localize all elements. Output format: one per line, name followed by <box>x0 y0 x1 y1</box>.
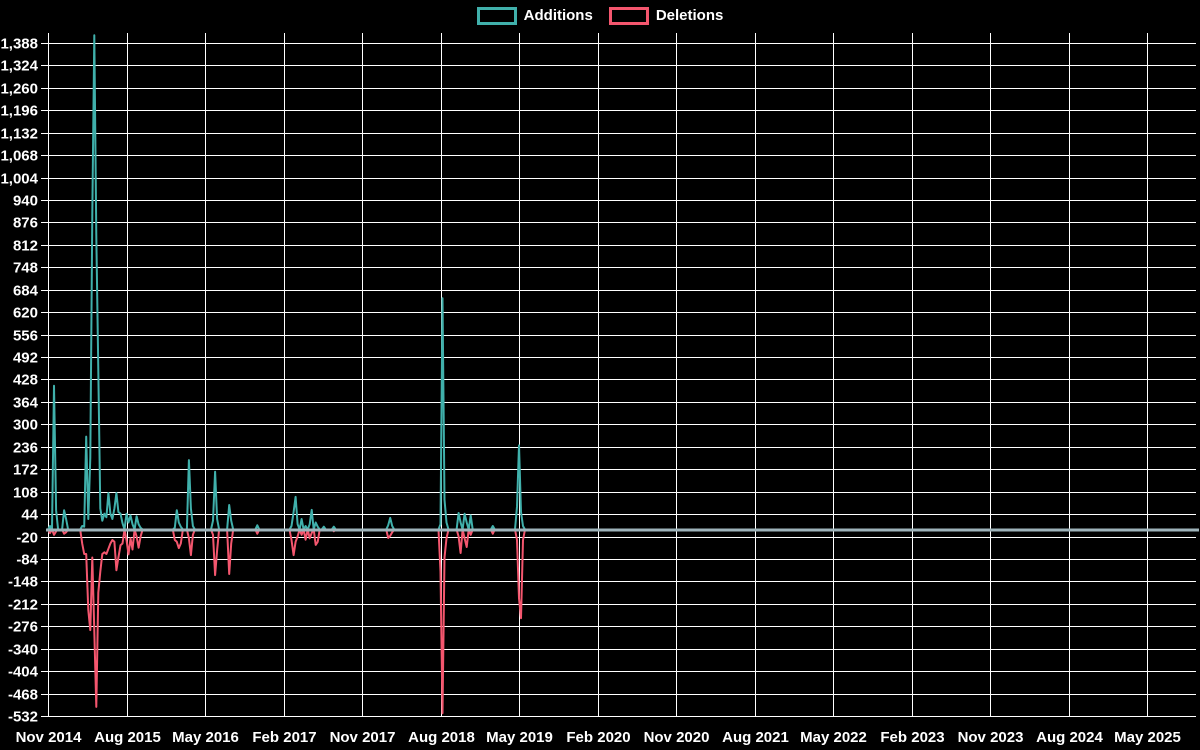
y-tick-label: 620 <box>13 305 38 322</box>
y-tick-label: -276 <box>8 619 38 636</box>
x-axis-tick-labels: Nov 2014 Aug 2015 May 2016 Feb 2017 Nov 2017… <box>16 729 1181 746</box>
y-tick-label: -212 <box>8 597 38 614</box>
x-tick-label: Aug 2024 <box>1036 729 1103 746</box>
y-tick-label: 1,196 <box>0 103 38 120</box>
legend-label-deletions: Deletions <box>655 7 724 24</box>
y-tick-label: 172 <box>13 462 38 479</box>
y-tick-label: 1,388 <box>0 36 38 53</box>
y-tick-label: -20 <box>16 530 38 547</box>
x-tick-label: May 2022 <box>800 729 867 746</box>
x-tick-label: Aug 2021 <box>722 729 789 746</box>
legend-item-deletions[interactable]: Deletions <box>608 7 724 25</box>
y-axis-tick-labels: 1,388 1,324 1,260 1,196 1,132 1,068 1,004 940 87… <box>0 36 38 726</box>
x-tick-label: May 2025 <box>1114 729 1181 746</box>
y-tick-label: 1,004 <box>0 171 38 188</box>
y-tick-label: 1,132 <box>0 126 38 143</box>
x-tick-label: Feb 2023 <box>880 729 944 746</box>
x-tick-label: Nov 2014 <box>16 729 83 746</box>
x-tick-label: Feb 2017 <box>252 729 316 746</box>
legend-label-additions: Additions <box>523 7 593 24</box>
series-line-deletions <box>47 528 1199 715</box>
y-tick-label: -404 <box>8 664 39 681</box>
chart-legend: Additions Deletions <box>0 7 1200 25</box>
gridlines <box>41 33 1196 717</box>
x-tick-label: Nov 2017 <box>330 729 396 746</box>
x-tick-label: May 2019 <box>486 729 553 746</box>
y-tick-label: 492 <box>13 350 38 367</box>
y-tick-label: 876 <box>13 215 38 232</box>
series-line-additions <box>47 34 1199 531</box>
deletions-swatch-icon <box>608 7 649 25</box>
x-tick-label: Nov 2023 <box>958 729 1024 746</box>
y-tick-label: -532 <box>8 709 38 726</box>
y-tick-label: 300 <box>13 417 38 434</box>
x-tick-label: Aug 2015 <box>94 729 161 746</box>
y-tick-label: 556 <box>13 328 38 345</box>
y-tick-label: 940 <box>13 193 38 210</box>
y-tick-label: 748 <box>13 260 38 277</box>
y-tick-label: 108 <box>13 485 38 502</box>
y-tick-label: -148 <box>8 574 38 591</box>
y-tick-label: 428 <box>13 372 38 389</box>
y-tick-label: 1,324 <box>0 58 38 75</box>
y-tick-label: 364 <box>13 395 39 412</box>
y-tick-label: -468 <box>8 687 38 704</box>
additions-swatch-icon <box>476 7 517 25</box>
x-tick-label: Nov 2020 <box>644 729 710 746</box>
x-tick-label: May 2016 <box>172 729 239 746</box>
x-tick-label: Feb 2020 <box>566 729 630 746</box>
x-tick-label: Aug 2018 <box>408 729 475 746</box>
legend-item-additions[interactable]: Additions <box>476 7 593 25</box>
y-tick-label: 44 <box>21 507 38 524</box>
y-tick-label: -340 <box>8 642 38 659</box>
y-tick-label: -84 <box>16 552 38 569</box>
y-tick-label: 1,260 <box>0 81 38 98</box>
y-tick-label: 236 <box>13 440 38 457</box>
y-tick-label: 684 <box>13 283 39 300</box>
data-series <box>47 34 1199 715</box>
y-tick-label: 812 <box>13 238 38 255</box>
y-tick-label: 1,068 <box>0 148 38 165</box>
